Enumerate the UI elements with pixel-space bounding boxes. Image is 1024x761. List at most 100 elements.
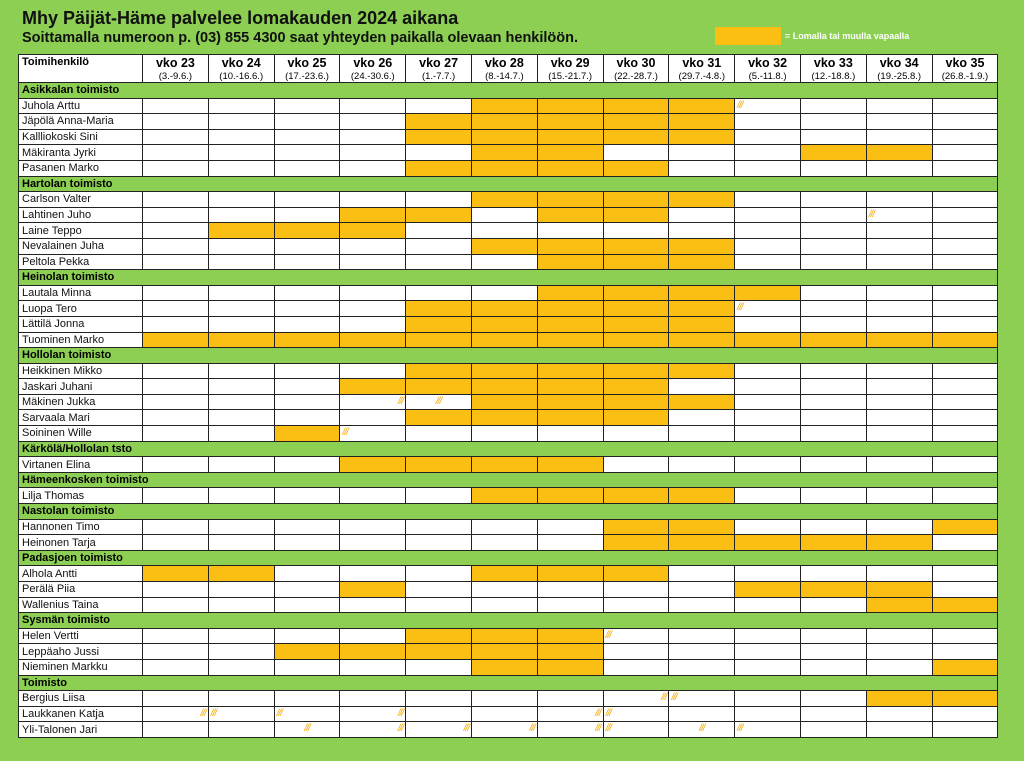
section-title: Hollolan toimisto bbox=[17, 347, 999, 364]
vacation-cell bbox=[536, 393, 604, 411]
vacation-cell bbox=[536, 315, 604, 333]
work-cell bbox=[339, 284, 407, 302]
partial-leave-mark: /// bbox=[699, 723, 705, 735]
work-cell bbox=[536, 518, 604, 536]
work-cell bbox=[799, 456, 867, 473]
vacation-cell bbox=[536, 331, 604, 349]
week-dates: (15.-21.7.) bbox=[548, 71, 593, 82]
work-cell bbox=[142, 113, 209, 130]
work-cell: /// bbox=[339, 393, 407, 411]
page-title: Mhy Päijät-Häme palvelee lomakauden 2024… bbox=[22, 8, 459, 28]
vacation-cell bbox=[339, 222, 407, 239]
work-cell bbox=[931, 627, 999, 645]
section-row: Nastolan toimisto bbox=[17, 503, 999, 520]
section-row: Toimisto bbox=[17, 674, 999, 692]
work-cell bbox=[405, 581, 472, 598]
person-row: Luopa Tero /// bbox=[18, 300, 999, 317]
vacation-cell bbox=[470, 362, 538, 380]
work-cell bbox=[734, 253, 801, 271]
work-cell bbox=[668, 159, 736, 177]
work-cell bbox=[273, 565, 341, 582]
work-cell bbox=[339, 596, 407, 614]
vacation-cell bbox=[536, 627, 604, 645]
work-cell bbox=[799, 393, 867, 411]
work-cell bbox=[207, 362, 275, 380]
person-name: Wallenius Taina bbox=[18, 596, 143, 614]
work-cell bbox=[142, 721, 209, 738]
vacation-cell bbox=[865, 596, 933, 614]
section-row: Asikkalan toimisto bbox=[17, 82, 999, 99]
work-cell bbox=[865, 237, 933, 255]
week-dates: (5.-11.8.) bbox=[748, 71, 787, 82]
work-cell bbox=[207, 206, 275, 224]
vacation-cell bbox=[931, 331, 999, 349]
work-cell bbox=[470, 705, 538, 723]
work-cell bbox=[931, 393, 999, 411]
work-cell bbox=[142, 206, 209, 224]
work-cell bbox=[931, 253, 999, 271]
work-cell bbox=[273, 191, 341, 208]
work-cell bbox=[339, 487, 407, 505]
work-cell bbox=[799, 378, 867, 395]
work-cell bbox=[865, 409, 933, 427]
vacation-cell bbox=[405, 113, 472, 130]
work-cell bbox=[799, 721, 867, 738]
work-cell: /// bbox=[536, 705, 604, 723]
work-cell bbox=[536, 690, 604, 707]
person-name: Nieminen Markku bbox=[18, 658, 143, 676]
week-dates: (26.8.-1.9.) bbox=[941, 71, 989, 82]
work-cell bbox=[931, 144, 999, 161]
person-name: Jaskari Juhani bbox=[18, 378, 143, 395]
work-cell: /// bbox=[668, 690, 736, 707]
vacation-cell bbox=[602, 97, 670, 115]
work-cell bbox=[273, 315, 341, 333]
work-cell bbox=[931, 643, 999, 660]
work-cell bbox=[207, 534, 275, 551]
work-cell bbox=[799, 315, 867, 333]
work-cell bbox=[142, 362, 209, 380]
person-name: Yli-Talonen Jari bbox=[18, 721, 143, 738]
name-column-header: Toimihenkilö bbox=[18, 54, 143, 83]
vacation-cell bbox=[668, 284, 736, 302]
person-name: Juhola Arttu bbox=[18, 97, 143, 115]
vacation-cell bbox=[602, 378, 670, 395]
section-row: Heinolan toimisto bbox=[17, 269, 999, 286]
work-cell bbox=[273, 581, 341, 598]
work-cell bbox=[339, 518, 407, 536]
work-cell bbox=[470, 534, 538, 551]
work-cell bbox=[931, 315, 999, 333]
work-cell bbox=[865, 456, 933, 473]
vacation-cell bbox=[799, 534, 867, 551]
vacation-cell bbox=[470, 487, 538, 505]
work-cell bbox=[799, 518, 867, 536]
person-name: Carlson Valter bbox=[18, 191, 143, 208]
work-cell: /// bbox=[339, 705, 407, 723]
person-row: Nevalainen Juha bbox=[18, 237, 999, 255]
work-cell bbox=[734, 144, 801, 161]
work-cell bbox=[470, 690, 538, 707]
work-cell bbox=[339, 690, 407, 707]
section-title: Hämeenkosken toimisto bbox=[17, 471, 999, 489]
work-cell bbox=[207, 518, 275, 536]
partial-leave-mark: /// bbox=[595, 723, 601, 735]
person-row: Juhola Arttu /// bbox=[18, 97, 999, 115]
work-cell bbox=[799, 362, 867, 380]
work-cell bbox=[865, 393, 933, 411]
vacation-cell bbox=[536, 409, 604, 427]
vacation-cell bbox=[536, 456, 604, 473]
work-cell: /// bbox=[339, 425, 407, 442]
vacation-cell bbox=[668, 253, 736, 271]
work-cell bbox=[142, 425, 209, 442]
vacation-cell bbox=[470, 97, 538, 115]
work-cell bbox=[799, 253, 867, 271]
vacation-cell bbox=[668, 518, 736, 536]
work-cell bbox=[668, 627, 736, 645]
vacation-cell bbox=[865, 331, 933, 349]
work-cell bbox=[931, 362, 999, 380]
work-cell bbox=[207, 596, 275, 614]
work-cell bbox=[865, 705, 933, 723]
work-cell bbox=[734, 237, 801, 255]
vacation-cell bbox=[405, 128, 472, 146]
week-header-24: vko 24 (10.-16.6.) bbox=[207, 54, 275, 83]
week-label: vko 23 bbox=[155, 56, 195, 70]
